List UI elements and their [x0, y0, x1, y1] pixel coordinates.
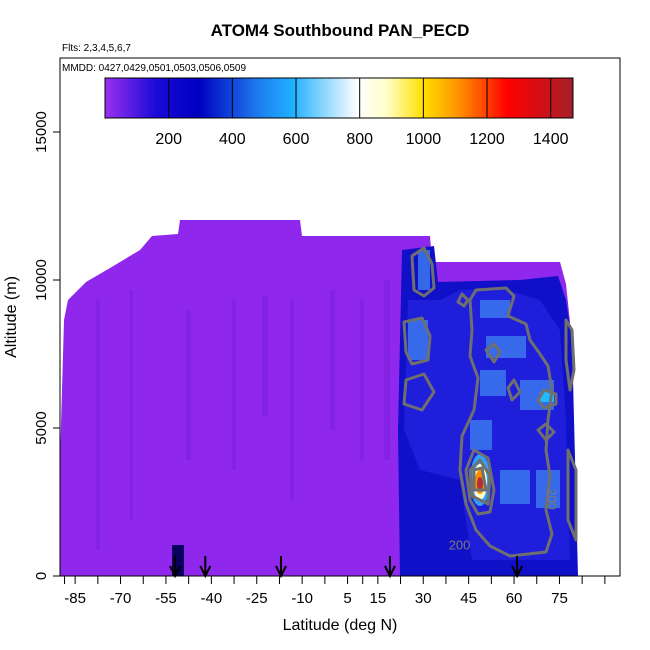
colorbar-tick-label: 1200 — [469, 131, 505, 148]
colorbar-tick-label: 200 — [155, 131, 182, 148]
x-tick-label: -70 — [110, 590, 132, 607]
x-tick-label: -55 — [155, 590, 177, 607]
x-axis: -85 -70 -55 -40 -25 -10 5 15 30 45 60 75 — [64, 576, 606, 607]
profile-arrow — [275, 556, 287, 579]
y-axis: 0 5000 10000 15000 — [33, 111, 60, 580]
y-tick-label: 5000 — [33, 411, 50, 444]
y-tick-label: 0 — [33, 572, 50, 580]
colorbar-tick-label: 800 — [346, 131, 373, 148]
colorbar-tick-label: 1400 — [533, 131, 569, 148]
x-tick-label: 30 — [415, 590, 432, 607]
profile-arrow — [511, 556, 523, 579]
heatmap-field — [60, 220, 578, 576]
contour-label: 200 — [449, 537, 471, 552]
y-axis-label: Altitude (m) — [3, 276, 20, 358]
colorbar-tick-label: 600 — [283, 131, 310, 148]
colorbar-tick-label: 1000 — [406, 131, 442, 148]
contour-label: 200 — [544, 488, 559, 510]
colorbar-tick-label: 400 — [219, 131, 246, 148]
dates-note: MMDD: 0427,0429,0501,0503,0506,0509 — [62, 63, 246, 74]
y-tick-label: 15000 — [33, 111, 50, 153]
flights-note: Flts: 2,3,4,5,6,7 — [62, 43, 131, 54]
plot-frame — [59, 57, 621, 577]
profile-arrow — [199, 556, 212, 579]
colorbar-ticks: 200 400 600 800 1000 1200 1400 — [155, 78, 569, 148]
x-tick-label: 5 — [343, 590, 351, 607]
x-tick-label: 15 — [369, 590, 386, 607]
contour-lines — [402, 246, 578, 558]
profile-arrow — [384, 556, 396, 579]
contour-labels: 200 200 — [449, 488, 560, 552]
x-tick-label: 60 — [506, 590, 523, 607]
colorbar: 200 400 600 800 1000 1200 1400 — [104, 77, 574, 148]
x-tick-label: 45 — [460, 590, 477, 607]
profile-arrow — [169, 556, 181, 579]
x-tick-label: -85 — [64, 590, 86, 607]
x-tick-label: -40 — [201, 590, 223, 607]
x-tick-label: -10 — [291, 590, 313, 607]
x-tick-label: 75 — [551, 590, 568, 607]
chart-title: ATOM4 Southbound PAN_PECD — [211, 21, 470, 40]
x-tick-label: -25 — [246, 590, 268, 607]
x-axis-label: Latitude (deg N) — [283, 617, 398, 634]
profile-arrows — [169, 556, 523, 579]
y-tick-label: 10000 — [33, 259, 50, 301]
